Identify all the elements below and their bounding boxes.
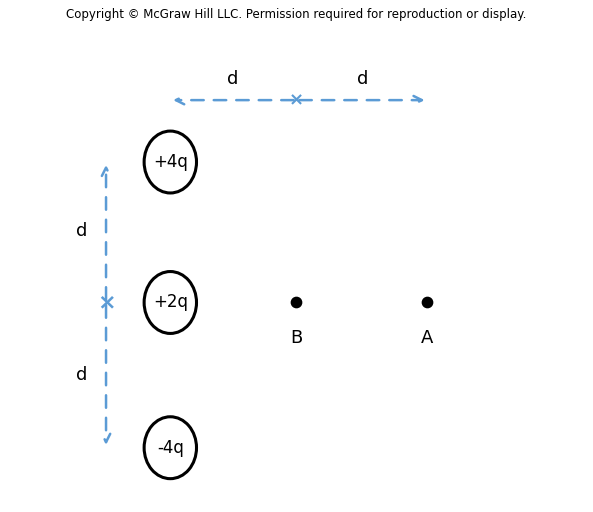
Text: ×: × [97,292,116,312]
Text: d: d [75,222,87,240]
Text: d: d [75,367,87,385]
Text: B: B [291,329,302,347]
Point [292,298,301,307]
Text: d: d [356,70,368,88]
Text: -4q: -4q [157,439,184,457]
Point [423,298,432,307]
Text: ×: × [289,91,304,109]
Text: +4q: +4q [153,153,188,171]
Text: Copyright © McGraw Hill LLC. Permission required for reproduction or display.: Copyright © McGraw Hill LLC. Permission … [66,8,527,20]
Text: +2q: +2q [153,293,188,311]
Text: d: d [227,70,238,88]
Text: A: A [421,329,433,347]
